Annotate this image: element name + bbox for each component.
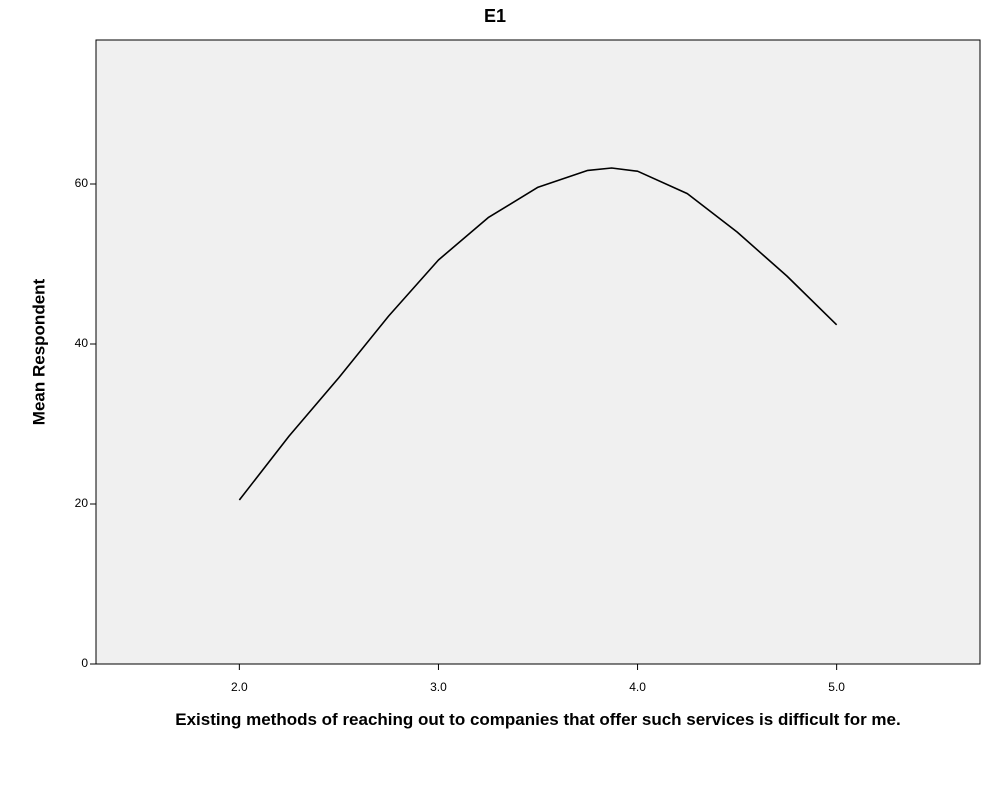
- y-tick-label: 60: [75, 176, 89, 190]
- line: [238, 167, 838, 501]
- y-axis-label: Mean Respondent: [29, 278, 48, 425]
- y-tick-label: 20: [75, 496, 89, 510]
- x-tick-label: 3.0: [430, 680, 447, 694]
- x-tick-label: 2.0: [231, 680, 248, 694]
- y-tick-label: 40: [75, 336, 89, 350]
- x-axis-label: Existing methods of reaching out to comp…: [175, 710, 901, 729]
- x-tick-label: 4.0: [629, 680, 646, 694]
- x-tick-label: 5.0: [828, 680, 845, 694]
- plot-area: [95, 39, 981, 665]
- chart-title: E1: [484, 6, 506, 26]
- y-tick-label: 0: [81, 656, 88, 670]
